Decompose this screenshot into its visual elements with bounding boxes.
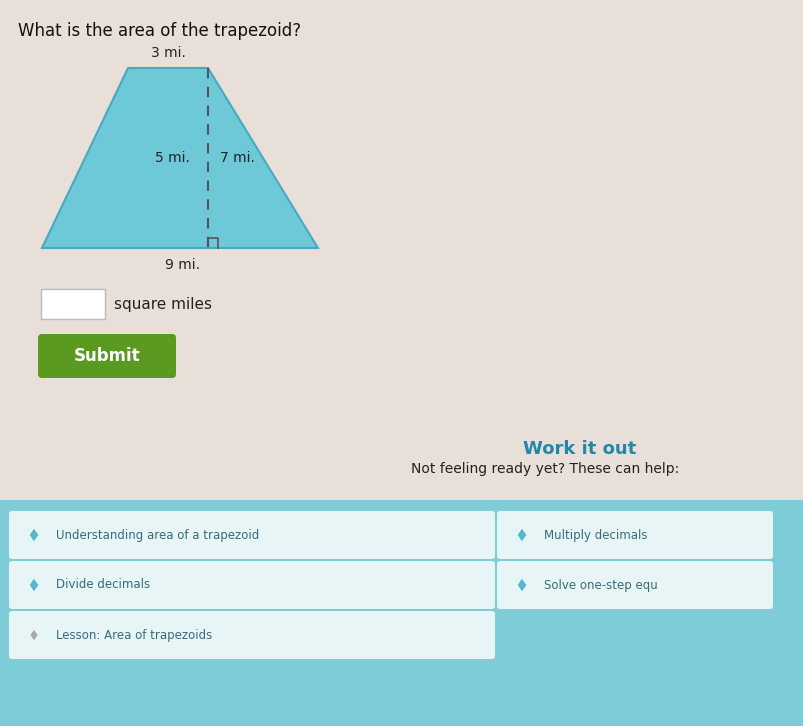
FancyBboxPatch shape [9, 611, 495, 659]
Polygon shape [516, 578, 526, 592]
FancyBboxPatch shape [38, 334, 176, 378]
Text: Multiply decimals: Multiply decimals [544, 529, 646, 542]
Polygon shape [30, 629, 39, 641]
Text: Lesson: Area of trapezoids: Lesson: Area of trapezoids [56, 629, 212, 642]
Text: 5 mi.: 5 mi. [155, 151, 190, 165]
Text: Work it out: Work it out [523, 440, 636, 458]
Text: Understanding area of a trapezoid: Understanding area of a trapezoid [56, 529, 259, 542]
Polygon shape [42, 68, 318, 248]
Bar [0, 500, 803, 726]
Polygon shape [516, 528, 526, 542]
FancyBboxPatch shape [9, 511, 495, 559]
Text: 9 mi.: 9 mi. [165, 258, 200, 272]
FancyBboxPatch shape [496, 561, 772, 609]
Polygon shape [29, 578, 39, 592]
FancyBboxPatch shape [496, 511, 772, 559]
Text: Solve one-step equ: Solve one-step equ [544, 579, 657, 592]
FancyBboxPatch shape [41, 289, 105, 319]
Text: square miles: square miles [114, 296, 212, 311]
Text: What is the area of the trapezoid?: What is the area of the trapezoid? [18, 22, 301, 40]
Text: Divide decimals: Divide decimals [56, 579, 150, 592]
Text: Not feeling ready yet? These can help:: Not feeling ready yet? These can help: [410, 462, 679, 476]
FancyBboxPatch shape [9, 561, 495, 609]
Text: Submit: Submit [74, 347, 141, 365]
Text: 7 mi.: 7 mi. [220, 151, 255, 165]
Polygon shape [29, 528, 39, 542]
Text: 3 mi.: 3 mi. [150, 46, 185, 60]
